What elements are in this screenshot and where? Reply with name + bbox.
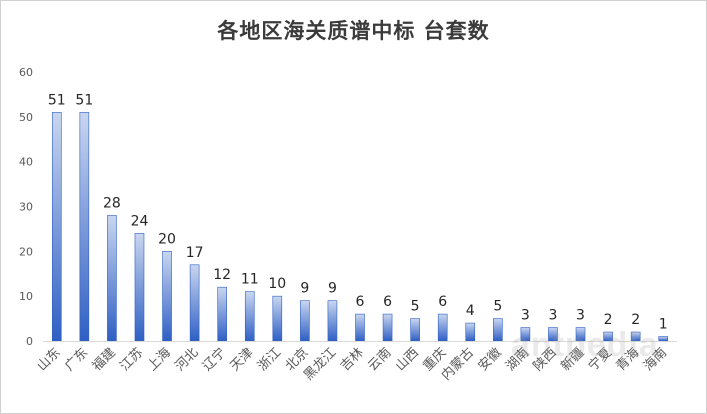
bar: [217, 286, 227, 342]
bar: [244, 291, 255, 342]
chart-title: 各地区海关质谱中标 台套数: [217, 19, 490, 43]
category-label: 辽宁: [199, 345, 229, 375]
data-label: 2: [631, 312, 640, 328]
bar: [493, 318, 503, 342]
data-label: 4: [466, 303, 475, 319]
data-label: 6: [438, 294, 447, 310]
bar: [162, 251, 172, 342]
y-tick-label: 0: [26, 335, 33, 348]
data-label: 6: [383, 294, 392, 310]
data-label: 20: [158, 231, 176, 247]
category-label: 河北: [172, 345, 201, 374]
data-labels: 51 51 28 24 20 17 12 11 10 9 9 6 6 5 6 4 5 3 3 3 2 2 1: [48, 92, 668, 332]
y-tick-label: 30: [19, 201, 33, 214]
bar: [300, 300, 310, 342]
data-label: 12: [213, 267, 231, 283]
data-label: 3: [548, 308, 557, 324]
bar: [658, 336, 669, 342]
category-label: 山西: [393, 345, 422, 374]
category-label: 浙江: [255, 345, 284, 374]
bar: [465, 322, 476, 342]
data-label: 3: [576, 308, 585, 324]
category-label: 福建: [90, 345, 119, 374]
category-label: 天津: [228, 345, 257, 374]
data-label: 9: [300, 281, 309, 297]
data-label: 24: [131, 213, 149, 229]
data-label: 51: [48, 92, 66, 108]
data-label: 10: [268, 276, 286, 292]
y-tick-label: 40: [19, 156, 33, 169]
data-label: 28: [103, 195, 121, 211]
category-label: 山东: [35, 345, 64, 374]
watermark-logo: antpedia: [511, 326, 659, 364]
category-label: 云南: [365, 345, 395, 375]
bar: [410, 318, 420, 342]
y-axis-ticks: 0 10 20 30 40 50 60: [19, 66, 33, 348]
bar: [107, 215, 117, 342]
bar: [79, 112, 90, 342]
bar: [327, 300, 338, 342]
category-label: 安徽: [476, 345, 505, 374]
y-tick-label: 20: [19, 245, 33, 258]
data-label: 5: [493, 299, 502, 315]
category-label: 吉林: [338, 345, 367, 374]
data-label: 6: [356, 294, 365, 310]
bars: [51, 112, 669, 342]
bar: [272, 295, 283, 342]
bar: [189, 264, 200, 342]
y-tick-label: 10: [19, 290, 33, 303]
data-label: 1: [659, 317, 668, 333]
y-tick-label: 60: [19, 66, 33, 79]
data-label: 3: [521, 308, 530, 324]
data-label: 51: [75, 92, 93, 108]
data-label: 11: [241, 272, 259, 288]
bar: [134, 233, 145, 342]
category-label: 江苏: [117, 345, 147, 375]
data-label: 2: [604, 312, 613, 328]
bar: [355, 313, 365, 342]
y-tick-label: 50: [19, 111, 33, 124]
bar: [437, 313, 448, 342]
bar: [382, 313, 393, 342]
category-label: 广东: [62, 345, 91, 374]
data-label: 9: [328, 281, 337, 297]
category-label: 上海: [145, 345, 174, 374]
bar: [51, 112, 62, 342]
data-label: 5: [411, 299, 420, 315]
data-label: 17: [186, 245, 204, 261]
